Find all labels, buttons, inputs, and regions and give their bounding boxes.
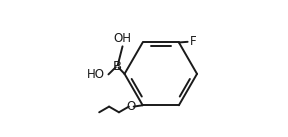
Text: HO: HO — [86, 68, 105, 81]
Text: OH: OH — [114, 32, 132, 45]
Text: O: O — [127, 100, 136, 113]
Text: F: F — [190, 35, 197, 48]
Text: B: B — [113, 60, 122, 73]
